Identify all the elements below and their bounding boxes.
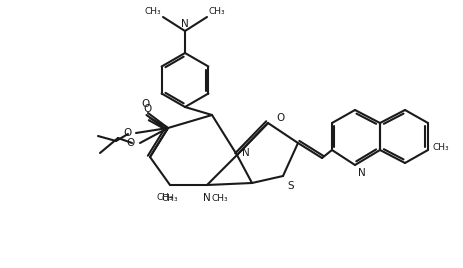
Text: O: O bbox=[126, 138, 135, 148]
Text: CH₃: CH₃ bbox=[212, 194, 228, 203]
Text: N: N bbox=[242, 148, 249, 158]
Text: O: O bbox=[144, 104, 152, 114]
Text: S: S bbox=[287, 181, 293, 191]
Text: N: N bbox=[357, 168, 365, 178]
Text: CH₃: CH₃ bbox=[144, 7, 161, 16]
Text: CH₃: CH₃ bbox=[161, 194, 178, 203]
Text: N: N bbox=[181, 19, 188, 29]
Text: CH₃: CH₃ bbox=[432, 143, 449, 151]
Text: CH₃: CH₃ bbox=[208, 7, 225, 16]
Text: O: O bbox=[275, 113, 284, 123]
Text: N: N bbox=[203, 193, 210, 203]
Text: O: O bbox=[142, 99, 150, 109]
Text: O: O bbox=[124, 128, 131, 138]
Text: CH₃: CH₃ bbox=[156, 193, 173, 202]
